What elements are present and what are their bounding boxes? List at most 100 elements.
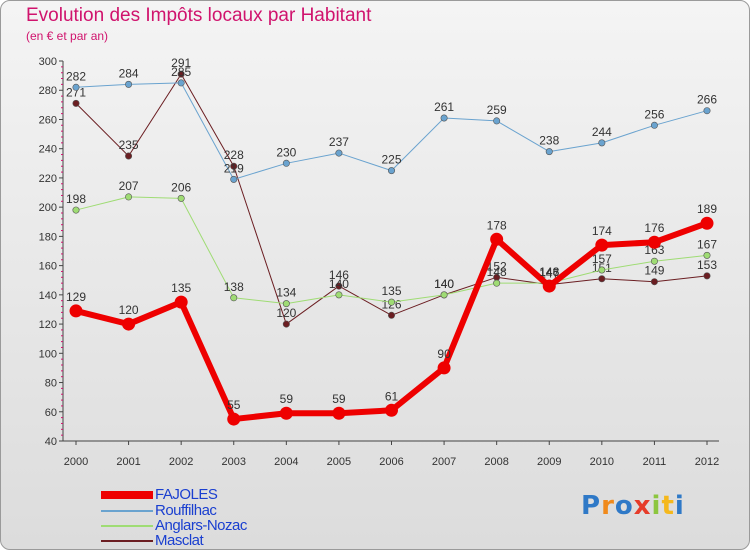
logo-letter: t: [661, 491, 675, 521]
data-label: 271: [66, 85, 86, 99]
y-tick-label: 180: [39, 231, 57, 243]
data-point: [703, 272, 711, 280]
x-tick-label: 2001: [116, 456, 140, 468]
data-point: [440, 114, 448, 122]
data-label: 207: [119, 179, 139, 193]
data-point: [279, 406, 293, 420]
data-label: 129: [66, 290, 86, 304]
data-label: 135: [171, 281, 191, 295]
legend-item-masclat: Masclat: [101, 532, 331, 549]
data-label: 291: [171, 56, 191, 70]
data-label: 174: [592, 224, 612, 238]
legend-swatch: [101, 525, 153, 527]
data-label: 189: [697, 202, 717, 216]
data-label: 237: [329, 135, 349, 149]
data-point: [387, 298, 395, 306]
data-label: 61: [385, 389, 399, 403]
data-point: [335, 282, 343, 290]
y-tick-label: 120: [39, 319, 57, 331]
data-label: 284: [119, 66, 139, 80]
y-tick-label: 40: [45, 436, 57, 448]
logo-letter: P: [581, 491, 602, 521]
logo-letter: i: [674, 491, 685, 521]
x-tick-label: 2002: [169, 456, 193, 468]
data-label: 261: [434, 100, 454, 114]
data-point: [440, 291, 448, 299]
data-label: 176: [644, 221, 664, 235]
x-tick-label: 2011: [643, 456, 667, 468]
data-point: [493, 279, 501, 287]
data-label: 138: [224, 280, 244, 294]
data-label: 147: [539, 267, 559, 281]
data-point: [69, 304, 83, 318]
y-tick-label: 140: [39, 290, 57, 302]
data-label: 285: [171, 65, 191, 79]
data-point: [387, 167, 395, 175]
data-point: [177, 70, 185, 78]
data-point: [703, 251, 711, 259]
data-point: [122, 317, 136, 331]
legend-item-rouffilhac: Rouffilhac: [101, 502, 331, 519]
x-tick-label: 2005: [327, 456, 351, 468]
data-point: [598, 266, 606, 274]
data-label: 149: [644, 264, 664, 278]
y-tick-label: 200: [39, 202, 57, 214]
data-label: 120: [276, 306, 296, 320]
x-tick-label: 2007: [432, 456, 456, 468]
data-label: 235: [119, 138, 139, 152]
legend-item-anglars-nozac: Anglars-Nozac: [101, 517, 331, 534]
data-point: [282, 320, 290, 328]
y-tick-label: 100: [39, 348, 57, 360]
data-point: [230, 294, 238, 302]
data-point: [72, 206, 80, 214]
legend-item-fajoles: FAJOLES: [101, 486, 331, 503]
y-tick-label: 260: [39, 114, 57, 126]
y-tick-label: 220: [39, 173, 57, 185]
data-label: 266: [697, 93, 717, 107]
x-tick-label: 2003: [222, 456, 246, 468]
data-point: [282, 300, 290, 308]
data-label: 148: [539, 265, 559, 279]
chart-subtitle: (en € et par an): [26, 29, 109, 43]
data-point: [335, 291, 343, 299]
logo-letter: i: [651, 491, 662, 521]
legend-swatch: [101, 540, 153, 542]
data-point: [230, 175, 238, 183]
data-label: 219: [224, 161, 244, 175]
data-point: [72, 99, 80, 107]
data-point: [598, 139, 606, 147]
data-label: 244: [592, 125, 612, 139]
x-tick-label: 2008: [484, 456, 508, 468]
data-label: 228: [224, 148, 244, 162]
data-label: 225: [381, 153, 401, 167]
x-tick-label: 2000: [64, 456, 88, 468]
data-label: 140: [434, 277, 454, 291]
data-label: 238: [539, 134, 559, 148]
data-point: [72, 83, 80, 91]
data-label: 153: [697, 258, 717, 272]
data-label: 146: [539, 265, 559, 279]
data-point: [125, 193, 133, 201]
data-point: [650, 278, 658, 286]
data-point: [125, 80, 133, 88]
data-label: 157: [592, 252, 612, 266]
data-point: [125, 152, 133, 160]
data-label: 134: [276, 286, 296, 300]
data-label: 259: [487, 103, 507, 117]
x-tick-label: 2004: [274, 456, 298, 468]
x-tick-label: 2012: [695, 456, 719, 468]
data-label: 59: [280, 392, 294, 406]
legend-label: Anglars-Nozac: [155, 517, 247, 534]
data-point: [332, 406, 346, 420]
data-point: [493, 117, 501, 125]
data-label: 163: [644, 243, 664, 257]
data-label: 140: [329, 277, 349, 291]
data-point: [230, 162, 238, 170]
data-point: [177, 194, 185, 202]
data-label: 148: [487, 265, 507, 279]
x-tick-label: 2009: [537, 456, 561, 468]
data-point: [650, 121, 658, 129]
data-label: 90: [437, 347, 451, 361]
data-label: 140: [434, 277, 454, 291]
